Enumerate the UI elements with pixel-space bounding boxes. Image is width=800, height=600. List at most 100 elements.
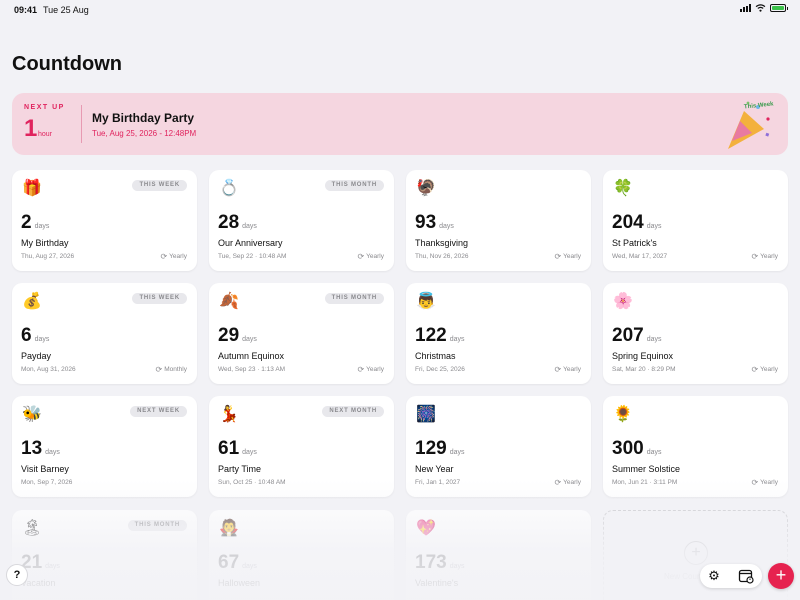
card-title: New Year	[415, 464, 454, 474]
countdown-card[interactable]: 🍂 THIS MONTH 29 days Autumn Equinox Wed, …	[209, 283, 394, 384]
countdown-card[interactable]: 👼 122 days Christmas Fri, Dec 25, 2026 ⟳ Y…	[406, 283, 591, 384]
card-date: Wed, Mar 17, 2027	[612, 253, 668, 260]
card-value: 2 days	[21, 212, 50, 233]
leaf-icon: 🍂	[219, 293, 239, 310]
card-title: My Birthday	[21, 238, 69, 248]
card-title: Party Time	[218, 464, 262, 474]
repeat-icon: ⟳	[155, 365, 163, 374]
card-value: 129 days	[415, 438, 465, 459]
next-up-unit: hour	[38, 131, 53, 138]
repeat-icon: ⟳	[751, 365, 759, 374]
card-repeat: ⟳ Yearly	[751, 252, 778, 261]
repeat-icon: ⟳	[160, 252, 168, 261]
card-repeat: ⟳ Yearly	[751, 365, 778, 374]
heart-icon: 💖	[416, 520, 436, 537]
card-badge: NEXT MONTH	[322, 406, 384, 417]
card-badge: THIS WEEK	[132, 293, 187, 304]
countdown-card[interactable]: 🏝 THIS MONTH 21 days Vacation	[12, 510, 197, 600]
status-icons	[740, 4, 788, 12]
countdown-card[interactable]: 🎁 THIS WEEK 2 days My Birthday Thu, Aug 2…	[12, 170, 197, 271]
card-title: Our Anniversary	[218, 238, 283, 248]
card-title: Halloween	[218, 578, 261, 588]
next-up-value: 1	[24, 115, 38, 142]
card-repeat: ⟳ Yearly	[554, 478, 581, 487]
card-title: Autumn Equinox	[218, 351, 285, 361]
card-value: 300 days	[612, 438, 662, 459]
signal-icon	[740, 4, 751, 12]
card-repeat: ⟳ Yearly	[554, 365, 581, 374]
plus-icon: +	[684, 541, 708, 565]
ring-icon: 💍	[219, 180, 239, 197]
new-countdown-card[interactable]: + New Countdown	[603, 510, 788, 600]
card-repeat: ⟳ Yearly	[357, 252, 384, 261]
card-date: Mon, Jun 21 · 3:11 PM	[612, 479, 678, 486]
card-value: 204 days	[612, 212, 662, 233]
battery-icon	[770, 4, 788, 12]
countdown-card[interactable]: 🧛 67 days Halloween	[209, 510, 394, 600]
card-badge: NEXT WEEK	[130, 406, 187, 417]
card-title: Thanksgiving	[415, 238, 469, 248]
countdown-card[interactable]: 💖 173 days Valentine's	[406, 510, 591, 600]
card-date: Tue, Sep 22 · 10:48 AM	[218, 253, 287, 260]
next-up-divider	[81, 105, 82, 143]
help-button[interactable]: ?	[6, 564, 28, 586]
status-bar: 09:41 Tue 25 Aug	[0, 0, 800, 20]
next-up-label: NEXT UP	[24, 104, 65, 111]
card-repeat: ⟳ Monthly	[155, 365, 187, 374]
blossom-icon: 🌸	[613, 293, 633, 310]
card-value: 173 days	[415, 552, 465, 573]
next-up-banner[interactable]: NEXT UP 1 hour My Birthday Party Tue, Au…	[12, 93, 788, 155]
next-up-date: Tue, Aug 25, 2026 - 12:48PM	[92, 129, 197, 138]
countdown-card[interactable]: 💍 THIS MONTH 28 days Our Anniversary Tue,…	[209, 170, 394, 271]
countdown-card[interactable]: 🌻 300 days Summer Solstice Mon, Jun 21 · …	[603, 396, 788, 497]
countdown-card[interactable]: 💃 NEXT MONTH 61 days Party Time Sun, Oct …	[209, 396, 394, 497]
card-title: Spring Equinox	[612, 351, 674, 361]
gear-icon[interactable]: ⚙	[708, 568, 720, 583]
fireworks-icon: 🎆	[416, 406, 436, 423]
card-badge: THIS WEEK	[132, 180, 187, 191]
card-value: 6 days	[21, 325, 50, 346]
card-repeat: ⟳ Yearly	[751, 478, 778, 487]
card-title: St Patrick's	[612, 238, 657, 248]
card-date: Wed, Sep 23 · 1:13 AM	[218, 366, 286, 373]
card-value: 29 days	[218, 325, 257, 346]
countdown-card[interactable]: 💰 THIS WEEK 6 days Payday Mon, Aug 31, 20…	[12, 283, 197, 384]
bee-icon: 🐝	[22, 406, 42, 423]
card-repeat: ⟳ Yearly	[357, 365, 384, 374]
card-value: 13 days	[21, 438, 60, 459]
countdown-card[interactable]: 🦃 93 days Thanksgiving Thu, Nov 26, 2026 …	[406, 170, 591, 271]
repeat-icon: ⟳	[751, 252, 759, 261]
card-date: Thu, Nov 26, 2026	[415, 253, 469, 260]
card-title: Payday	[21, 351, 52, 361]
countdown-card[interactable]: 🌸 207 days Spring Equinox Sat, Mar 20 · 8…	[603, 283, 788, 384]
party-popper-icon: This Week	[718, 97, 778, 151]
status-time: 09:41	[14, 5, 38, 15]
card-date: Fri, Dec 25, 2026	[415, 366, 465, 373]
countdown-card[interactable]: 🍀 204 days St Patrick's Wed, Mar 17, 2027…	[603, 170, 788, 271]
card-repeat: ⟳ Yearly	[554, 252, 581, 261]
countdown-card[interactable]: 🎆 129 days New Year Fri, Jan 1, 2027 ⟳ Yea…	[406, 396, 591, 497]
countdown-card[interactable]: 🐝 NEXT WEEK 13 days Visit Barney Mon, Sep…	[12, 396, 197, 497]
repeat-icon: ⟳	[554, 252, 562, 261]
card-date: Sun, Oct 25 · 10:48 AM	[218, 479, 286, 486]
sunflower-icon: 🌻	[613, 406, 633, 423]
card-value: 93 days	[415, 212, 454, 233]
add-button[interactable]: +	[768, 563, 794, 589]
card-date: Mon, Aug 31, 2026	[21, 366, 76, 373]
calendar-icon[interactable]	[738, 568, 754, 584]
money-bag-icon: 💰	[22, 293, 42, 310]
gift-icon: 🎁	[22, 180, 42, 197]
card-value: 28 days	[218, 212, 257, 233]
card-title: Valentine's	[415, 578, 459, 588]
card-date: Thu, Aug 27, 2026	[21, 253, 75, 260]
dancer-icon: 💃	[219, 406, 239, 423]
wifi-icon	[755, 4, 766, 12]
repeat-icon: ⟳	[357, 252, 365, 261]
island-icon: 🏝	[22, 520, 43, 537]
card-date: Sat, Mar 20 · 8:29 PM	[612, 366, 676, 373]
repeat-icon: ⟳	[751, 478, 759, 487]
card-badge: THIS MONTH	[324, 180, 384, 191]
toolbar: ⚙	[700, 564, 762, 588]
status-date: Tue 25 Aug	[43, 5, 89, 15]
card-badge: THIS MONTH	[127, 520, 187, 531]
